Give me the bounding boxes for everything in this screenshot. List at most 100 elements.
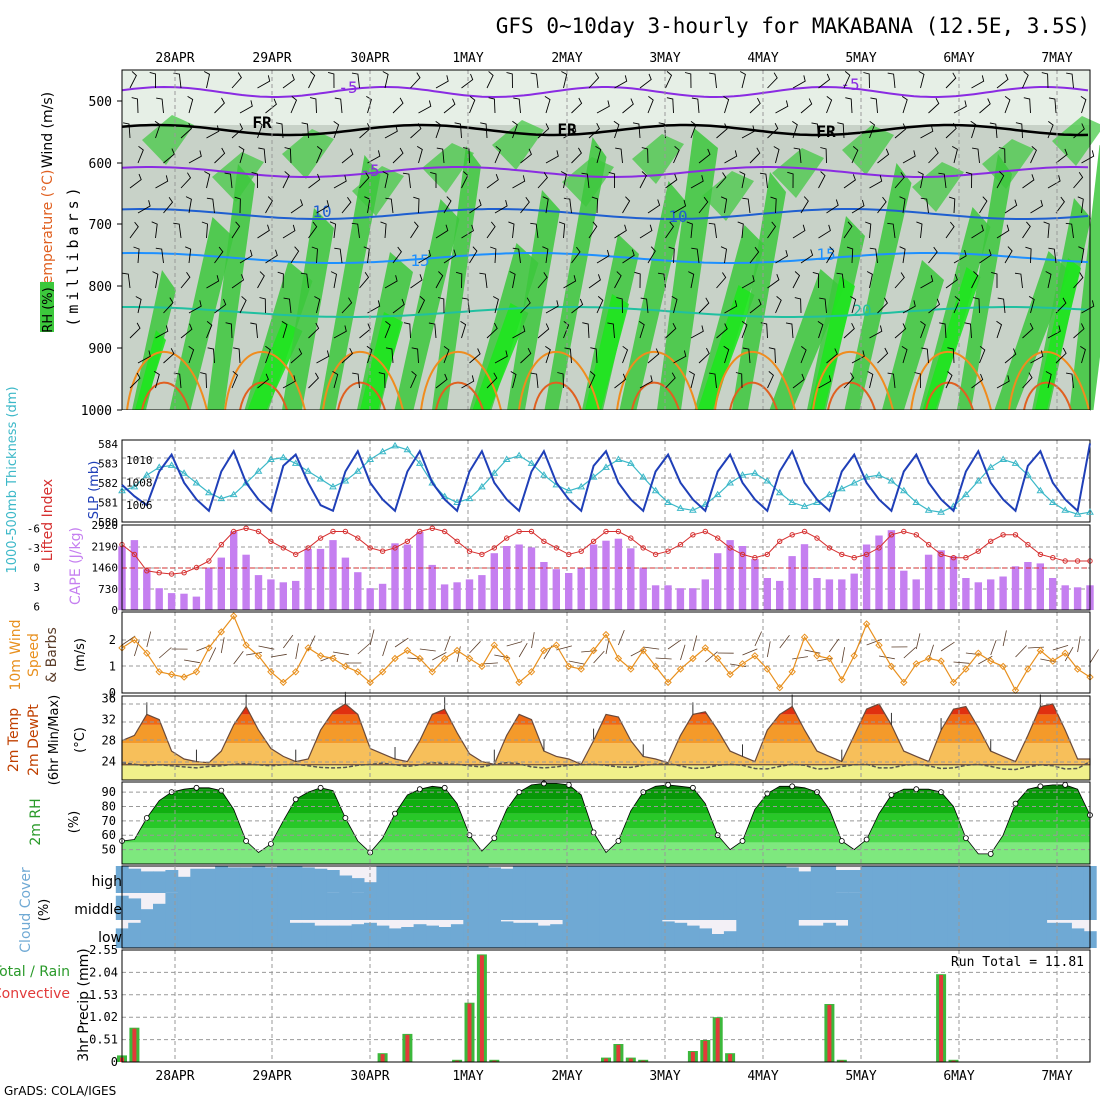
rh-point	[1062, 782, 1069, 788]
wind-barb	[866, 271, 873, 289]
wind-barb	[308, 173, 321, 189]
wind-barb	[698, 148, 711, 164]
wind-barb	[1081, 150, 1095, 164]
cloud-bar	[413, 893, 427, 920]
thickness-point	[688, 506, 697, 513]
wind10m-speed-point	[924, 654, 933, 663]
cloud-bar	[500, 868, 514, 893]
cloud-bar	[661, 893, 675, 920]
wind-barb	[384, 321, 391, 339]
wind-barb	[155, 247, 164, 264]
wind10m-barb	[246, 652, 262, 656]
wind10m-barb	[593, 650, 605, 664]
thickness-point	[564, 486, 573, 494]
rh-plume	[994, 251, 1070, 410]
thickness-point	[825, 490, 834, 498]
wind-barb	[899, 196, 906, 214]
temperature-contour-hot	[1023, 381, 1072, 411]
wind-barb	[290, 348, 303, 364]
wind-barb	[607, 322, 615, 339]
wind-barb	[284, 147, 292, 164]
rh-point	[416, 786, 423, 793]
lifted-index-point	[417, 528, 423, 535]
wind10m-speed-point	[875, 641, 883, 649]
wind10m-speed-point	[217, 628, 226, 636]
wind-barb	[185, 196, 192, 214]
wind-barb	[989, 122, 998, 139]
wind10m-speed-point	[738, 660, 747, 668]
cloud-bar	[959, 920, 973, 948]
cloud-bar	[314, 868, 328, 893]
wind10m-speed-point	[614, 654, 623, 663]
wind-barb	[846, 246, 854, 264]
temperature-contour	[121, 208, 1089, 220]
cloud-bar	[1021, 893, 1035, 920]
wind-barb	[257, 373, 269, 389]
lifted-index-point	[1037, 551, 1044, 558]
cape-bar	[428, 564, 436, 610]
cloud-bar	[773, 893, 787, 920]
cape-bar	[167, 593, 176, 610]
precip-tick: 0	[111, 1055, 118, 1069]
wind-barb	[590, 347, 598, 364]
cloud-bar	[1046, 893, 1060, 920]
wind10m-barb	[965, 652, 982, 656]
wind10m-tick: 0	[109, 686, 116, 700]
pressure-tick: 500	[89, 95, 112, 110]
cloud-bar	[376, 925, 390, 948]
wind-barb	[720, 246, 727, 264]
wind-barb	[818, 224, 831, 239]
dewpoint-line	[121, 760, 1091, 771]
lifted-index-point	[355, 535, 361, 541]
wind-barb	[826, 199, 839, 214]
cloud-bar	[748, 866, 762, 893]
lifted-index-point	[640, 545, 646, 551]
wind-barb	[537, 272, 548, 289]
cloud-bar	[835, 893, 849, 920]
cape-bar	[279, 582, 287, 610]
cloud-bar	[823, 922, 837, 948]
wind10m-barb	[978, 655, 993, 665]
thickness-point	[713, 490, 722, 498]
cape-bar	[217, 557, 225, 610]
rh-point	[690, 784, 696, 791]
wind-barb	[333, 325, 347, 339]
contour-label: -5	[338, 78, 357, 97]
wind-barb	[1004, 199, 1018, 214]
wind-barb	[231, 221, 241, 239]
cloud-bar	[525, 866, 539, 893]
cloud-bar	[587, 893, 601, 920]
cloud-bar	[1034, 866, 1048, 893]
wind10m-barb	[158, 647, 172, 659]
cloud-bar	[984, 920, 998, 948]
panel-frame	[121, 865, 1091, 949]
precip-convective-bar	[939, 975, 944, 1062]
thickness-point	[267, 455, 275, 463]
cloud-bar	[785, 893, 799, 920]
cloud-bar	[277, 920, 290, 948]
wind10m-speed-point	[490, 641, 499, 649]
dewpoint-band	[122, 764, 1090, 780]
wind10m-speed-point	[527, 668, 536, 676]
wind10m-barb	[1089, 649, 1099, 664]
cloud-bar	[413, 924, 427, 948]
cloud-bar	[227, 867, 241, 893]
rh-plume	[319, 155, 381, 410]
wind10m-speed-point	[465, 654, 474, 663]
wind10m-speed-point	[788, 668, 796, 676]
wind-barb	[622, 345, 629, 364]
thickness-point	[850, 478, 859, 486]
cloud-bar	[922, 893, 936, 920]
date-label-top: 4MAY	[747, 51, 778, 66]
wind-barb	[413, 196, 420, 214]
temperature-label-3: (6hr Min/Max)	[47, 695, 62, 785]
cloud-bar	[512, 922, 526, 948]
cloud-bar	[810, 866, 824, 893]
cape-bar	[416, 532, 424, 610]
wind-barb	[716, 123, 728, 139]
thickness-axis-label: 1000-500mb Thickness (dm)	[5, 386, 20, 573]
cloud-bar	[289, 866, 303, 893]
wind-barb	[188, 150, 202, 164]
wind10m-speed-point	[502, 654, 511, 663]
precip-convective-bar	[455, 1060, 460, 1062]
